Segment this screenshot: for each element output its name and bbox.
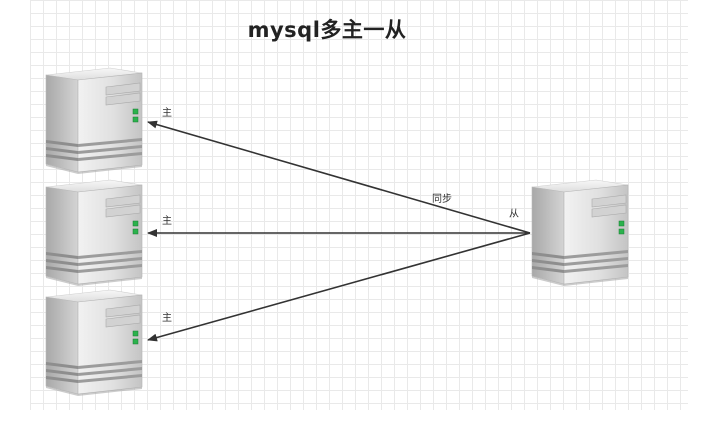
slave-server-icon[interactable] — [530, 178, 638, 286]
master-server-2-icon[interactable] — [44, 178, 152, 286]
master-1-label: 主 — [162, 104, 172, 119]
master-3-label: 主 — [162, 309, 172, 324]
master-server-1-icon[interactable] — [44, 66, 152, 174]
master-server-3-icon[interactable] — [44, 288, 152, 396]
sync-arrow-3 — [148, 233, 530, 340]
slave-label: 从 — [509, 205, 519, 220]
sync-arrow-1 — [148, 122, 530, 233]
edge-label-sync: 同步 — [432, 190, 452, 205]
master-2-label: 主 — [162, 212, 172, 227]
